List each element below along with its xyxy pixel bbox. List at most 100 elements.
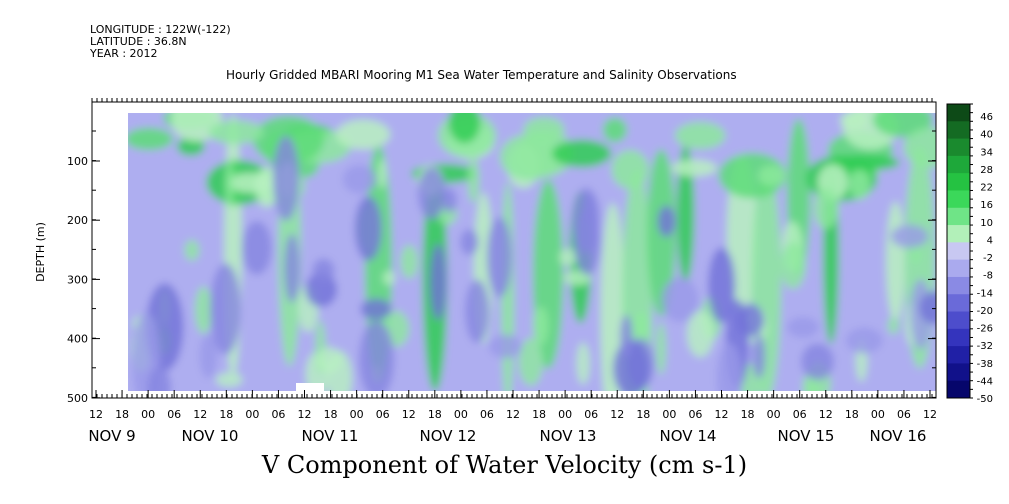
velocity-patch-negative [708, 247, 736, 323]
x-day-label: NOV 12 [420, 427, 477, 445]
velocity-patch-positive [215, 372, 243, 388]
velocity-patch-positive [552, 139, 612, 168]
axes: 12 18 00 06 12 18 00 06 12 18 00 06 12 18 00 06 12 18 00 06… [34, 98, 937, 445]
x-hour-tick-label: 18 [428, 408, 442, 421]
x-hour-tick-label: 12 [89, 408, 103, 421]
plot-frame [91, 101, 937, 399]
colorbar-label: 22 [980, 183, 993, 194]
velocity-patch-positive [128, 127, 174, 151]
x-hour-tick-label: 18 [115, 408, 129, 421]
colorbar-label: -2 [983, 253, 993, 264]
velocity-patch-positive [887, 316, 900, 335]
x-day-label: NOV 14 [660, 427, 717, 445]
x-hour-tick-label: 00 [245, 408, 259, 421]
latitude-label: LATITUDE : 36.8N [90, 35, 187, 48]
velocity-patch-negative [801, 343, 834, 380]
velocity-patch-negative [465, 279, 490, 344]
velocity-patch-positive [559, 248, 578, 267]
x-day-label: NOV 16 [870, 427, 927, 445]
colorbar-label: -20 [977, 306, 993, 317]
x-hour-tick-label: 00 [767, 408, 781, 421]
colorbar-swatch [947, 138, 970, 157]
colorbar-swatch [947, 242, 970, 261]
variable-title: V Component of Water Velocity (cm s-1) [261, 451, 748, 479]
colorbar-label: 40 [980, 130, 993, 141]
x-hour-tick-label: 06 [480, 408, 494, 421]
velocity-patch-negative [359, 320, 395, 391]
velocity-patch-positive [184, 239, 200, 261]
x-hour-tick-label: 12 [506, 408, 520, 421]
x-hour-tick-label: 00 [350, 408, 364, 421]
velocity-patch-positive [194, 286, 213, 334]
x-hour-tick-label: 00 [558, 408, 572, 421]
x-hour-tick-label: 00 [454, 408, 468, 421]
colorbar-label: 34 [980, 147, 993, 158]
colorbar-label: -32 [977, 341, 993, 352]
velocity-patch-positive [718, 153, 787, 199]
colorbar-swatch [947, 294, 970, 313]
velocity-patch-positive [400, 244, 419, 279]
colorbar-label: 28 [980, 165, 993, 176]
velocity-patch-negative [845, 327, 883, 354]
velocity-patch-positive [532, 306, 549, 346]
velocity-patch-negative [199, 334, 218, 379]
colorbar: 46 40 34 28 22 16 10 4 -2 -8 -14 -20 -26 -32 -38 -44 -50 [946, 103, 993, 405]
velocity-patch-negative [613, 340, 650, 391]
velocity-patch-negative [572, 187, 600, 254]
x-day-label: NOV 13 [540, 427, 597, 445]
x-day-label: NOV 15 [778, 427, 835, 445]
x-hour-tick-label: 00 [662, 408, 676, 421]
colorbar-label: 16 [980, 200, 993, 211]
velocity-patch-positive [255, 167, 278, 208]
velocity-patch-negative [442, 188, 457, 213]
velocity-patch-negative [429, 243, 447, 321]
velocity-patch-positive [378, 158, 387, 190]
velocity-patch-positive [686, 310, 714, 358]
velocity-patch-positive [757, 165, 786, 187]
velocity-patch-positive [448, 113, 481, 144]
velocity-patch-positive [813, 188, 839, 230]
velocity-patch-negative [210, 263, 241, 355]
colorbar-label: -38 [977, 359, 993, 370]
velocity-patch-positive [611, 149, 649, 190]
velocity-patch-negative [272, 135, 300, 221]
x-hour-tick-label: 18 [741, 408, 755, 421]
longitude-label: LONGITUDE : 122W(-122) [90, 23, 231, 36]
velocity-patch-negative [132, 312, 161, 391]
y-tick-label: 500 [67, 392, 88, 405]
velocity-patch-positive [576, 342, 590, 385]
x-hour-tick-label: 06 [584, 408, 598, 421]
velocity-patch-negative [919, 291, 936, 325]
velocity-patch-positive [499, 133, 560, 181]
x-hour-tick-label: 12 [610, 408, 624, 421]
x-hour-tick-label: 00 [141, 408, 155, 421]
velocity-patch-positive [848, 169, 871, 200]
velocity-patch-negative [488, 334, 522, 359]
colorbar-label: -44 [977, 376, 993, 387]
velocity-patch-positive [840, 113, 868, 130]
colorbar-swatch [947, 346, 970, 364]
x-hour-tick-label: 06 [897, 408, 911, 421]
velocity-patch-negative [360, 298, 392, 320]
y-tick-label: 300 [67, 273, 88, 286]
x-hour-tick-label: 12 [819, 408, 833, 421]
y-tick-label: 200 [67, 214, 88, 227]
x-hour-tick-label: 18 [532, 408, 546, 421]
colorbar-swatch [947, 380, 970, 399]
y-axis-label: DEPTH (m) [34, 222, 47, 282]
colorbar-swatch [947, 173, 970, 191]
velocity-patch-positive [518, 338, 543, 386]
x-hour-tick-label: 12 [715, 408, 729, 421]
velocity-patch-positive [602, 117, 627, 143]
missing-data-gap [296, 383, 324, 391]
velocity-patch-negative [486, 217, 512, 298]
x-hour-tick-label: 06 [167, 408, 181, 421]
velocity-patch-negative [147, 366, 171, 391]
velocity-patch-negative [786, 316, 820, 338]
velocity-patch-positive [885, 201, 906, 322]
velocity-patch-positive [208, 120, 264, 145]
colorbar-swatch [947, 328, 970, 347]
x-hour-tick-label: 06 [688, 408, 702, 421]
velocity-patch-negative [752, 333, 766, 379]
velocity-patch-negative [716, 342, 743, 391]
